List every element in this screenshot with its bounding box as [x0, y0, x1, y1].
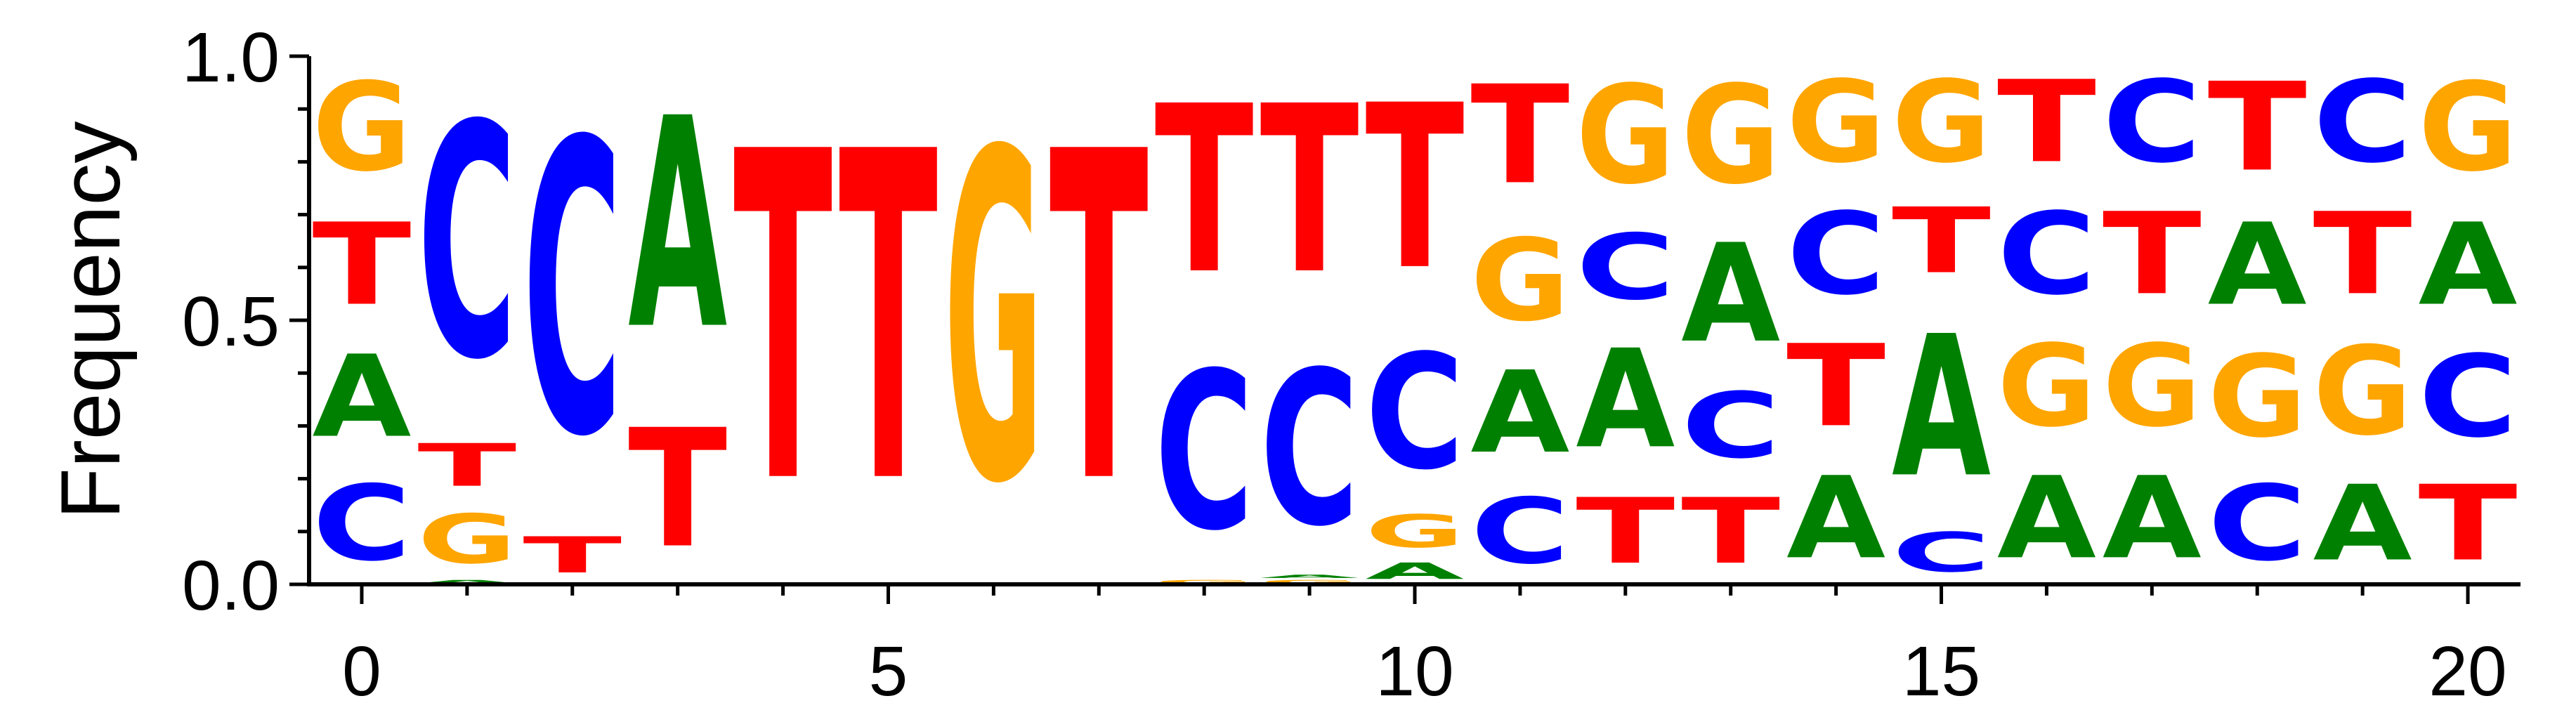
y-tick-label: 1.0	[182, 18, 280, 97]
logo-letter: C	[1997, 189, 2096, 320]
logo-letter: C	[2208, 464, 2307, 584]
logo-letter: C	[1260, 326, 1359, 573]
y-axis-title: Frequency	[44, 122, 138, 520]
logo-letter: A	[312, 332, 411, 463]
logo-letter: G	[312, 57, 411, 199]
logo-letter: A	[2419, 200, 2518, 331]
logo-letter: T	[1366, 56, 1465, 320]
x-tick-label: 0	[342, 632, 381, 711]
logo-letter: A	[1366, 558, 1465, 584]
logo-letter: T	[839, 57, 939, 583]
logo-letter: A	[1997, 454, 2096, 584]
logo-letter: G	[1681, 58, 1780, 215]
x-tick-label: 5	[869, 632, 908, 711]
logo-letter: G	[1786, 58, 1885, 189]
logo-letter: T	[1892, 188, 1991, 294]
logo-letter: T	[2313, 188, 2412, 320]
logo-letter: G	[1997, 322, 2096, 453]
logo-letter: G	[2419, 57, 2518, 199]
logo-letter: C	[1366, 322, 1465, 505]
logo-letter: T	[2419, 464, 2518, 584]
logo-letter: C	[2313, 57, 2412, 188]
logo-letter: G	[2103, 322, 2202, 453]
logo-letter: T	[1470, 58, 1569, 215]
logo-letter: C	[417, 57, 516, 431]
logo-letter: G	[1366, 505, 1465, 558]
x-tick-label: 20	[2428, 632, 2506, 711]
logo-letter: C	[2419, 332, 2518, 463]
x-tick-label: 10	[1375, 632, 1453, 711]
logo-letter: G	[2208, 332, 2307, 464]
logo-letter: A	[2208, 200, 2307, 331]
logo-letter: T	[1997, 56, 2096, 188]
logo-letter: C	[312, 464, 411, 584]
logo-letter: T	[1155, 57, 1255, 325]
logo-letter: A	[2103, 454, 2202, 584]
logo-letter: A	[1681, 216, 1780, 373]
logo-letter: T	[2103, 188, 2202, 320]
logo-letter: G	[1576, 58, 1675, 215]
logo-letter: G	[1892, 58, 1991, 189]
ticks: 0 5 10 15 20 0.0 0.5 1.0	[182, 18, 2507, 711]
logo-letter: T	[1050, 57, 1149, 583]
logo-letter: A	[1576, 321, 1675, 478]
logo-letter: G	[417, 500, 516, 579]
logo-letter: C	[1470, 479, 1569, 584]
y-tick-label: 0.5	[182, 282, 280, 361]
logo-letter: T	[1786, 320, 1885, 452]
logo-letter: A	[417, 579, 516, 584]
logo-letter: C	[1892, 521, 1991, 584]
logo-letter: T	[523, 527, 622, 584]
logo-letter: T	[733, 57, 833, 583]
logo-letter: T	[1576, 479, 1675, 584]
logo-letter: G	[944, 57, 1043, 583]
logo-letter: A	[1470, 348, 1569, 478]
logo-letter: T	[1260, 57, 1360, 325]
logo-letter: A	[1260, 574, 1359, 579]
logo-letter: G	[1155, 579, 1254, 584]
logo-letter: T	[628, 394, 727, 584]
x-tick-label: 15	[1902, 632, 1980, 711]
logo-letter: C	[1786, 189, 1885, 320]
logo-letter: T	[312, 199, 411, 331]
logo-letter: G	[1470, 216, 1569, 347]
logo-letter: G	[2313, 321, 2412, 463]
logo-letter: A	[1892, 295, 1991, 520]
logo-letter: C	[1681, 373, 1780, 478]
logo-letter: T	[1681, 479, 1780, 584]
logo-letter: T	[2208, 56, 2307, 198]
logo-letter: C	[2103, 57, 2202, 188]
logo-letter: A	[1786, 454, 1885, 584]
logo-letter: T	[417, 432, 516, 500]
y-tick-label: 0.0	[182, 546, 280, 625]
logo-letter: G	[1260, 579, 1359, 584]
logo-letter: C	[1576, 215, 1675, 320]
logo-letter: A	[628, 58, 728, 393]
logo-letter: C	[523, 57, 622, 525]
logo-letter: C	[1155, 327, 1254, 579]
logo-letter: A	[2313, 464, 2412, 584]
